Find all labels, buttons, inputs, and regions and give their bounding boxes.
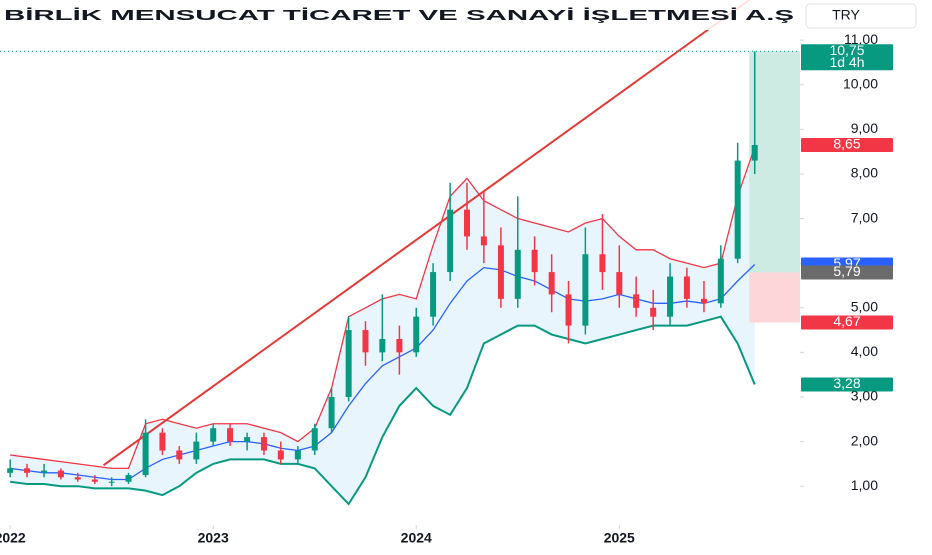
chart-title: BİRLİK MENSUCAT TİCARET VE SANAYİ İŞLETM… bbox=[4, 7, 794, 24]
price-label-box bbox=[801, 377, 893, 392]
candle-body bbox=[244, 437, 251, 442]
candle-body bbox=[159, 432, 166, 451]
x-tick-label: 2024 bbox=[401, 530, 432, 546]
y-tick-label: 8,00 bbox=[851, 165, 878, 181]
candle-body bbox=[260, 437, 267, 451]
y-tick-label: 7,00 bbox=[851, 209, 878, 225]
candle-body bbox=[210, 428, 217, 442]
candle-body bbox=[379, 338, 386, 353]
currency-box[interactable] bbox=[805, 3, 917, 29]
candle-body bbox=[311, 428, 318, 451]
countdown: 1d 4h bbox=[829, 54, 864, 70]
x-tick-label: 2022 bbox=[0, 530, 26, 546]
band-line bbox=[10, 264, 756, 481]
y-tick-label: 11,00 bbox=[844, 31, 878, 47]
candle-body bbox=[413, 316, 420, 353]
price-label-box bbox=[801, 44, 893, 71]
candle-body bbox=[176, 450, 183, 460]
candle-body bbox=[565, 294, 572, 326]
price-label: 3,28 bbox=[833, 375, 860, 391]
candle-body bbox=[447, 209, 454, 273]
y-tick-label: 1,00 bbox=[851, 477, 878, 493]
candle-body bbox=[362, 330, 369, 353]
candle-body bbox=[700, 298, 707, 304]
candle-body bbox=[345, 330, 352, 397]
price-label: 8,65 bbox=[833, 136, 860, 152]
candle-body bbox=[108, 481, 115, 483]
y-tick-label: 9,00 bbox=[851, 120, 878, 136]
candle-body bbox=[667, 276, 674, 317]
candle-body bbox=[650, 307, 657, 317]
candle-body bbox=[294, 450, 301, 460]
y-tick-label: 5,00 bbox=[851, 298, 878, 314]
currency[interactable]: TRY bbox=[832, 7, 860, 23]
trendline bbox=[102, 0, 750, 467]
candle-body bbox=[142, 432, 149, 476]
candle-body bbox=[74, 477, 81, 480]
candle-body bbox=[633, 294, 640, 308]
profit-zone bbox=[749, 51, 800, 273]
candle-body bbox=[717, 258, 724, 304]
candle-body bbox=[430, 272, 437, 317]
candle-body bbox=[497, 245, 504, 299]
price-label-box bbox=[801, 137, 893, 152]
x-tick-label: 2025 bbox=[604, 530, 635, 546]
candle-body bbox=[514, 249, 521, 299]
y-tick-label: 10,00 bbox=[843, 75, 878, 91]
price-label: 5,79 bbox=[833, 263, 860, 279]
candle-body bbox=[7, 468, 14, 473]
title-bar bbox=[0, 0, 800, 30]
price-label: 10,75 bbox=[829, 42, 864, 58]
price-label: 4,67 bbox=[833, 313, 860, 329]
candle-body bbox=[193, 441, 200, 460]
candle-body bbox=[616, 272, 623, 295]
price-axis: 1,002,003,004,005,006,007,008,009,0010,0… bbox=[800, 31, 893, 493]
candle-body bbox=[683, 276, 690, 299]
candle-body bbox=[582, 254, 589, 326]
y-tick-label: 2,00 bbox=[851, 432, 878, 448]
candle-body bbox=[227, 428, 234, 442]
candle-body bbox=[480, 236, 487, 246]
candle-body bbox=[328, 396, 335, 429]
candle-body bbox=[751, 144, 758, 161]
candle-body bbox=[548, 272, 555, 295]
candle-body bbox=[41, 470, 48, 473]
candle-body bbox=[125, 475, 132, 482]
candle-body bbox=[277, 450, 284, 460]
candle-body bbox=[599, 254, 606, 273]
candle-body bbox=[24, 468, 31, 473]
candle-body bbox=[734, 160, 741, 259]
candle-body bbox=[57, 470, 64, 478]
price-label-box bbox=[801, 265, 893, 280]
price-label-box bbox=[801, 315, 893, 330]
x-tick-label: 2023 bbox=[198, 530, 229, 546]
candle-body bbox=[396, 338, 403, 353]
band-line bbox=[10, 315, 756, 506]
loss-zone bbox=[749, 272, 800, 323]
candle-body bbox=[91, 479, 98, 482]
candle-body bbox=[531, 249, 538, 273]
y-tick-label: 3,00 bbox=[851, 388, 878, 404]
plot-area bbox=[0, 0, 800, 506]
candle-body bbox=[464, 209, 471, 237]
y-tick-label: 4,00 bbox=[851, 343, 878, 359]
